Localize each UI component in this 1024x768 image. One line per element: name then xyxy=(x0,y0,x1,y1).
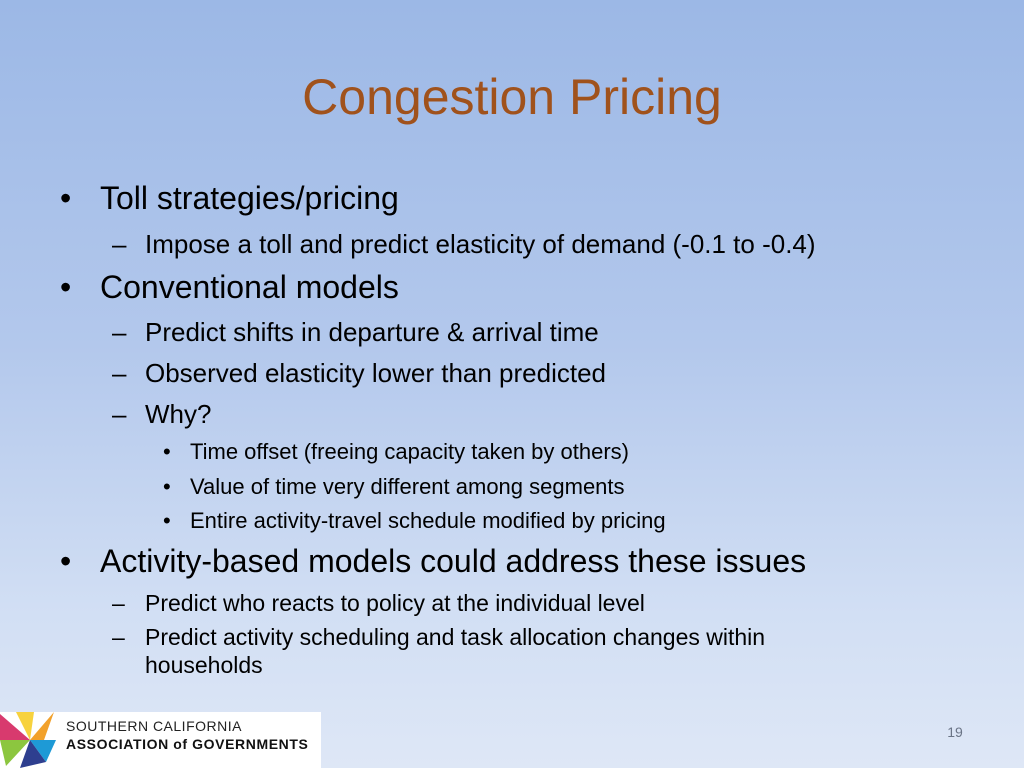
bullet-marker: • xyxy=(60,269,72,305)
bullet-marker: • xyxy=(60,543,72,579)
bullet-marker: • xyxy=(163,474,171,499)
bullet-marker: – xyxy=(112,229,127,259)
bullet-item: Toll strategies/pricing xyxy=(100,180,399,216)
bullet-marker: • xyxy=(163,439,171,464)
scag-pinwheel-icon xyxy=(0,712,56,768)
slide-title: Congestion Pricing xyxy=(302,69,722,125)
bullet-item: Predict shifts in departure & arrival ti… xyxy=(145,317,599,347)
bullet-item: Conventional models xyxy=(100,269,399,305)
scag-logo: SOUTHERN CALIFORNIA ASSOCIATION of GOVER… xyxy=(0,712,321,768)
bullet-item: Time offset (freeing capacity taken by o… xyxy=(190,439,629,464)
bullet-marker: – xyxy=(112,590,125,616)
bullet-item: Activity-based models could address thes… xyxy=(100,543,807,579)
bullet-item: Impose a toll and predict elasticity of … xyxy=(145,229,816,259)
bullet-marker: – xyxy=(112,624,125,650)
bullet-marker: • xyxy=(60,180,72,216)
bullet-marker: – xyxy=(112,358,127,388)
logo-line-2: ASSOCIATION of GOVERNMENTS xyxy=(66,736,309,752)
bullet-item: Predict activity scheduling and task all… xyxy=(145,624,766,650)
logo-line-1: SOUTHERN CALIFORNIA xyxy=(66,718,242,734)
bullet-item: Predict who reacts to policy at the indi… xyxy=(145,590,645,616)
bullet-item-continuation: households xyxy=(145,652,263,678)
bullet-marker: – xyxy=(112,399,127,429)
bullet-marker: – xyxy=(112,317,127,347)
bullet-item: Why? xyxy=(145,399,212,429)
bullet-item: Value of time very different among segme… xyxy=(190,474,625,499)
bullet-list: • Toll strategies/pricing – Impose a tol… xyxy=(60,180,816,678)
bullet-item: Observed elasticity lower than predicted xyxy=(145,358,607,388)
bullet-marker: • xyxy=(163,508,171,533)
bullet-item: Entire activity-travel schedule modified… xyxy=(190,508,666,533)
page-number: 19 xyxy=(947,724,963,740)
